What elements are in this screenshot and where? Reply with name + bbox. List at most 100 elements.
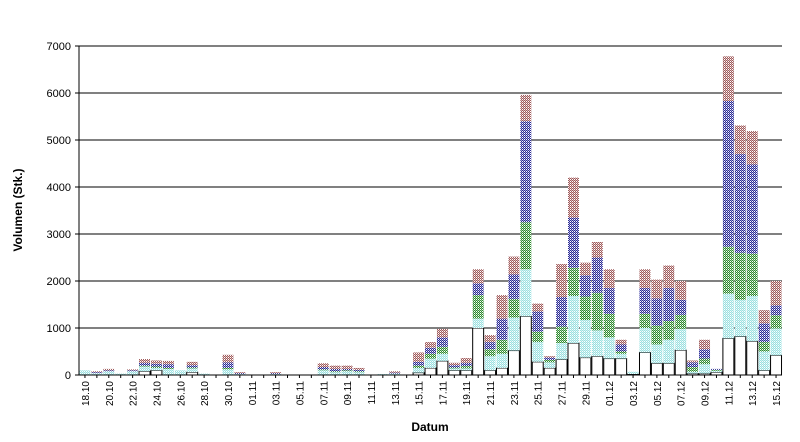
bar-segment (425, 342, 436, 348)
bar-segment (591, 257, 603, 293)
y-tick-label: 0 (65, 370, 71, 382)
x-tick-label: 18.10 (81, 381, 92, 406)
x-tick-label: 24.10 (152, 381, 163, 406)
y-tick-label: 1000 (47, 323, 71, 335)
bar-segment (770, 305, 782, 316)
bar-segment (770, 315, 782, 329)
bar-segment (413, 352, 425, 362)
x-tick-label: 23.11 (510, 381, 521, 406)
bar-segment (353, 371, 365, 373)
bar-segment (699, 358, 711, 365)
bar-segment (508, 317, 520, 351)
bar-segment (603, 269, 615, 289)
bar-segment (329, 372, 341, 375)
bar-segment (615, 358, 628, 376)
bar-segment (317, 367, 329, 370)
bar-segment (317, 363, 329, 368)
bar-segment (222, 354, 234, 363)
bar-segment (710, 368, 722, 370)
bar-segment (520, 269, 532, 317)
bar-segment (568, 296, 579, 344)
bar-segment (722, 56, 734, 101)
bar-segment (675, 281, 687, 300)
bar-segment (424, 367, 437, 376)
bar-segment (507, 350, 520, 376)
x-tick-label: 20.10 (105, 381, 116, 406)
y-tick-label: 3000 (47, 229, 71, 241)
bar-segment (329, 368, 341, 372)
bar-segment (460, 368, 472, 371)
y-tick-label: 5000 (47, 135, 71, 147)
x-tick-label: 15.12 (772, 381, 783, 406)
bar-segment (389, 371, 401, 373)
bar-segment (674, 349, 687, 376)
bar-segment (413, 367, 425, 373)
bar-segment (556, 326, 568, 344)
bar-segment (138, 370, 151, 376)
bar-segment (758, 342, 770, 352)
x-tick-label: 11.12 (724, 381, 735, 406)
bar-segment (103, 371, 115, 375)
bar-segment (329, 365, 341, 369)
bar-segment (448, 362, 460, 366)
bar-segment (758, 369, 771, 376)
bar-segment (484, 356, 496, 371)
bar-segment (532, 342, 544, 362)
bar-segment (127, 370, 139, 372)
bar-segment (484, 342, 496, 350)
bar-segment (436, 360, 449, 376)
bar-segment (150, 363, 162, 367)
bar-segment (150, 360, 162, 364)
bar-segment (687, 360, 699, 363)
bar-segment (567, 342, 580, 376)
bar-segment (758, 323, 770, 343)
x-tick-label: 17.11 (438, 381, 449, 406)
y-tick-label: 4000 (47, 182, 71, 194)
bar-segment (139, 365, 151, 367)
bar-segment (556, 264, 568, 297)
x-axis-title: Datum (411, 420, 448, 434)
bar-segment (663, 339, 675, 364)
bar-segment (460, 362, 472, 367)
bar-segment (675, 328, 687, 351)
x-tick-label: 13.12 (748, 381, 759, 406)
bar-segment (699, 349, 711, 359)
bar-segment (520, 94, 532, 122)
x-tick-label: 22.10 (129, 381, 140, 406)
bar-segment (496, 318, 508, 340)
bar-segment (639, 269, 651, 289)
bar-segment (544, 362, 556, 368)
bar-segment (139, 359, 151, 363)
bar-segment (568, 177, 579, 218)
bar-segment (508, 256, 520, 275)
bar-segment (436, 353, 448, 361)
bar-segment (198, 373, 210, 375)
bar-segment (150, 366, 162, 368)
bar-segment (556, 296, 568, 327)
bar-segment (579, 262, 591, 276)
bar-segment (508, 298, 520, 318)
bar-segment (103, 368, 115, 371)
bar-segment (734, 335, 747, 376)
bar-segment (555, 358, 568, 376)
gridlines (79, 45, 782, 329)
x-tick-label: 09.12 (701, 381, 712, 406)
bars (79, 56, 783, 376)
bar-segment (746, 253, 758, 297)
bar-segment (496, 295, 508, 319)
bar-segment (436, 328, 448, 338)
bar-segment (758, 310, 770, 324)
bar-segment (186, 367, 198, 369)
bar-segment (317, 370, 329, 375)
bar-segment (484, 349, 496, 357)
bar-segment (484, 335, 496, 343)
bar-segment (615, 353, 627, 359)
bar-segment (139, 366, 151, 372)
bar-segment (568, 217, 579, 268)
bar-segment (472, 327, 485, 376)
bar-segment (448, 365, 460, 368)
bar-segment (519, 315, 532, 376)
bar-segment (591, 355, 604, 376)
bar-segment (389, 373, 401, 375)
